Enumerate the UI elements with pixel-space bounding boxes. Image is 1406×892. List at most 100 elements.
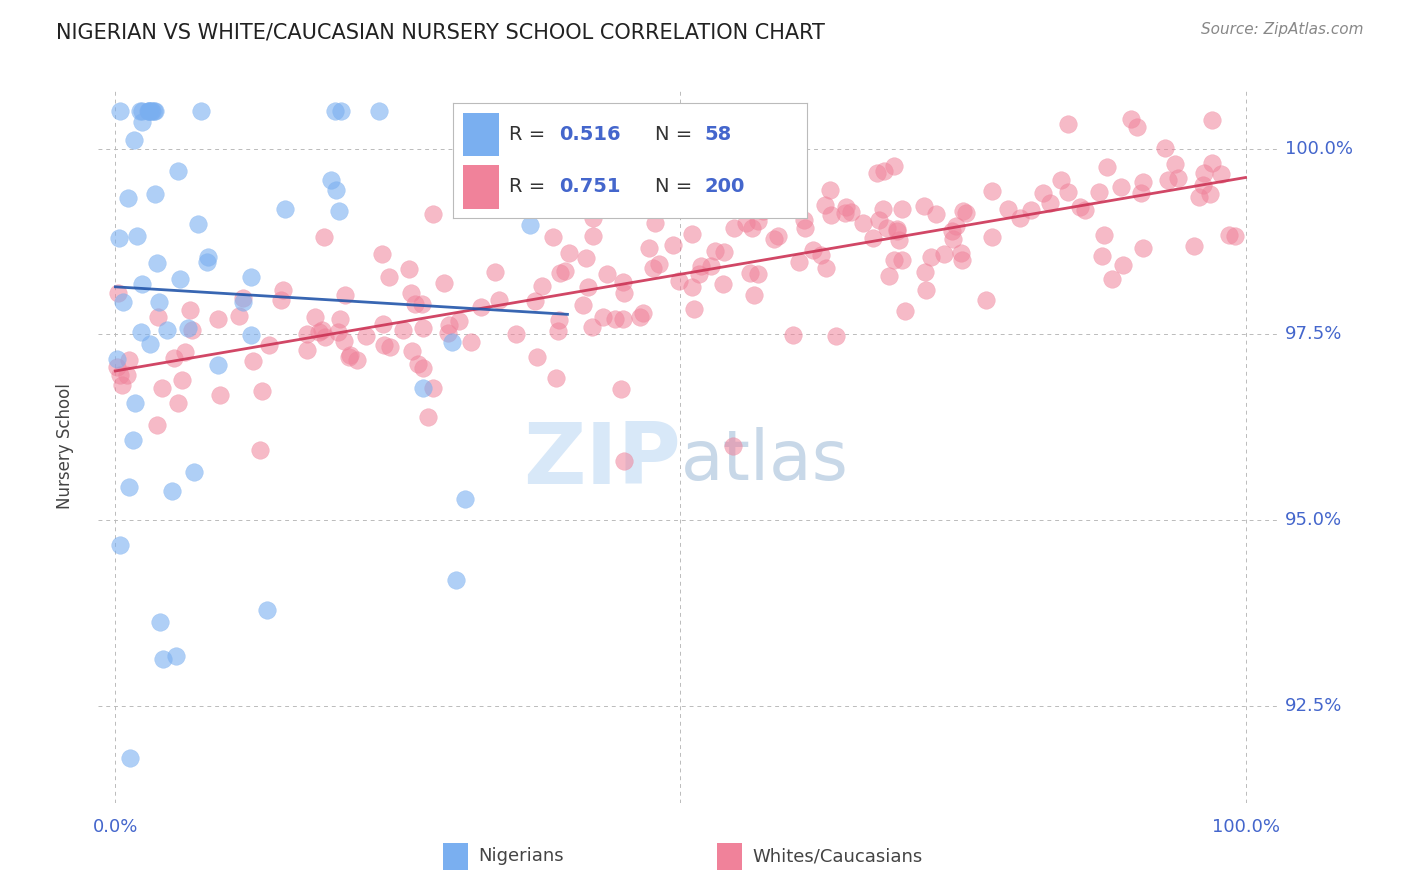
Point	[820, 208, 842, 222]
Point	[942, 232, 965, 246]
Text: 0.751: 0.751	[560, 178, 620, 196]
Point	[547, 324, 569, 338]
Point	[339, 348, 361, 362]
Point	[592, 310, 614, 324]
Point	[187, 217, 209, 231]
Point	[335, 288, 357, 302]
Point	[690, 259, 713, 273]
Point	[820, 183, 842, 197]
Point	[139, 104, 162, 119]
Point	[1111, 259, 1133, 273]
Point	[143, 104, 166, 119]
Point	[404, 297, 426, 311]
Point	[980, 229, 1002, 244]
Point	[941, 224, 963, 238]
Text: 200: 200	[704, 178, 745, 196]
Text: 97.5%: 97.5%	[1285, 326, 1343, 343]
Point	[314, 229, 336, 244]
Point	[326, 325, 349, 339]
Point	[138, 104, 160, 119]
Point	[250, 384, 273, 399]
Point	[1201, 155, 1223, 169]
Text: 100.0%: 100.0%	[1212, 818, 1279, 836]
Point	[148, 310, 170, 324]
Point	[373, 337, 395, 351]
Point	[152, 652, 174, 666]
Point	[835, 200, 858, 214]
Point	[883, 253, 905, 268]
Point	[181, 323, 204, 337]
Point	[271, 283, 294, 297]
Point	[295, 327, 318, 342]
Point	[868, 213, 890, 227]
Point	[163, 351, 186, 365]
Point	[122, 433, 145, 447]
Point	[416, 410, 439, 425]
Point	[122, 132, 145, 146]
Point	[108, 538, 131, 552]
Point	[1056, 186, 1078, 200]
Point	[886, 221, 908, 235]
Point	[575, 251, 598, 265]
Point	[166, 395, 188, 409]
Point	[1132, 241, 1154, 255]
Point	[876, 221, 898, 235]
Point	[437, 326, 460, 340]
Point	[974, 293, 997, 307]
Point	[311, 323, 333, 337]
Point	[209, 388, 232, 402]
Point	[242, 354, 264, 368]
Point	[688, 267, 710, 281]
Point	[872, 202, 894, 216]
Point	[249, 442, 271, 457]
Point	[129, 325, 152, 339]
Point	[558, 246, 581, 260]
Point	[648, 256, 671, 270]
Point	[581, 319, 603, 334]
Point	[105, 352, 128, 367]
Point	[207, 312, 229, 326]
Point	[955, 205, 977, 219]
Point	[548, 266, 571, 280]
Point	[612, 275, 634, 289]
Point	[544, 371, 567, 385]
Point	[392, 323, 415, 337]
Point	[603, 311, 626, 326]
Text: Whites/Caucasians: Whites/Caucasians	[752, 847, 922, 865]
Point	[125, 228, 148, 243]
Point	[814, 260, 837, 275]
Point	[950, 253, 973, 268]
Point	[412, 381, 434, 395]
Point	[319, 173, 342, 187]
Point	[794, 221, 817, 235]
Point	[883, 159, 905, 173]
Point	[1192, 178, 1215, 192]
Point	[980, 184, 1002, 198]
Point	[1199, 186, 1222, 201]
Point	[1126, 120, 1149, 134]
Text: Nursery School: Nursery School	[55, 383, 73, 509]
Point	[484, 264, 506, 278]
Point	[741, 220, 763, 235]
Point	[1056, 117, 1078, 131]
Point	[950, 245, 973, 260]
Point	[945, 219, 967, 233]
Point	[505, 327, 527, 342]
Point	[541, 229, 564, 244]
Text: 0.516: 0.516	[560, 125, 620, 144]
Point	[582, 211, 605, 226]
Point	[136, 104, 159, 119]
Point	[256, 602, 278, 616]
Point	[681, 227, 703, 241]
Point	[682, 301, 704, 316]
Point	[488, 293, 510, 307]
Point	[149, 615, 172, 629]
Point	[148, 295, 170, 310]
Text: N =: N =	[655, 125, 699, 144]
Point	[460, 335, 482, 350]
Point	[793, 213, 815, 227]
Point	[378, 269, 401, 284]
Point	[146, 256, 169, 270]
Point	[782, 327, 804, 342]
Point	[1092, 227, 1115, 242]
